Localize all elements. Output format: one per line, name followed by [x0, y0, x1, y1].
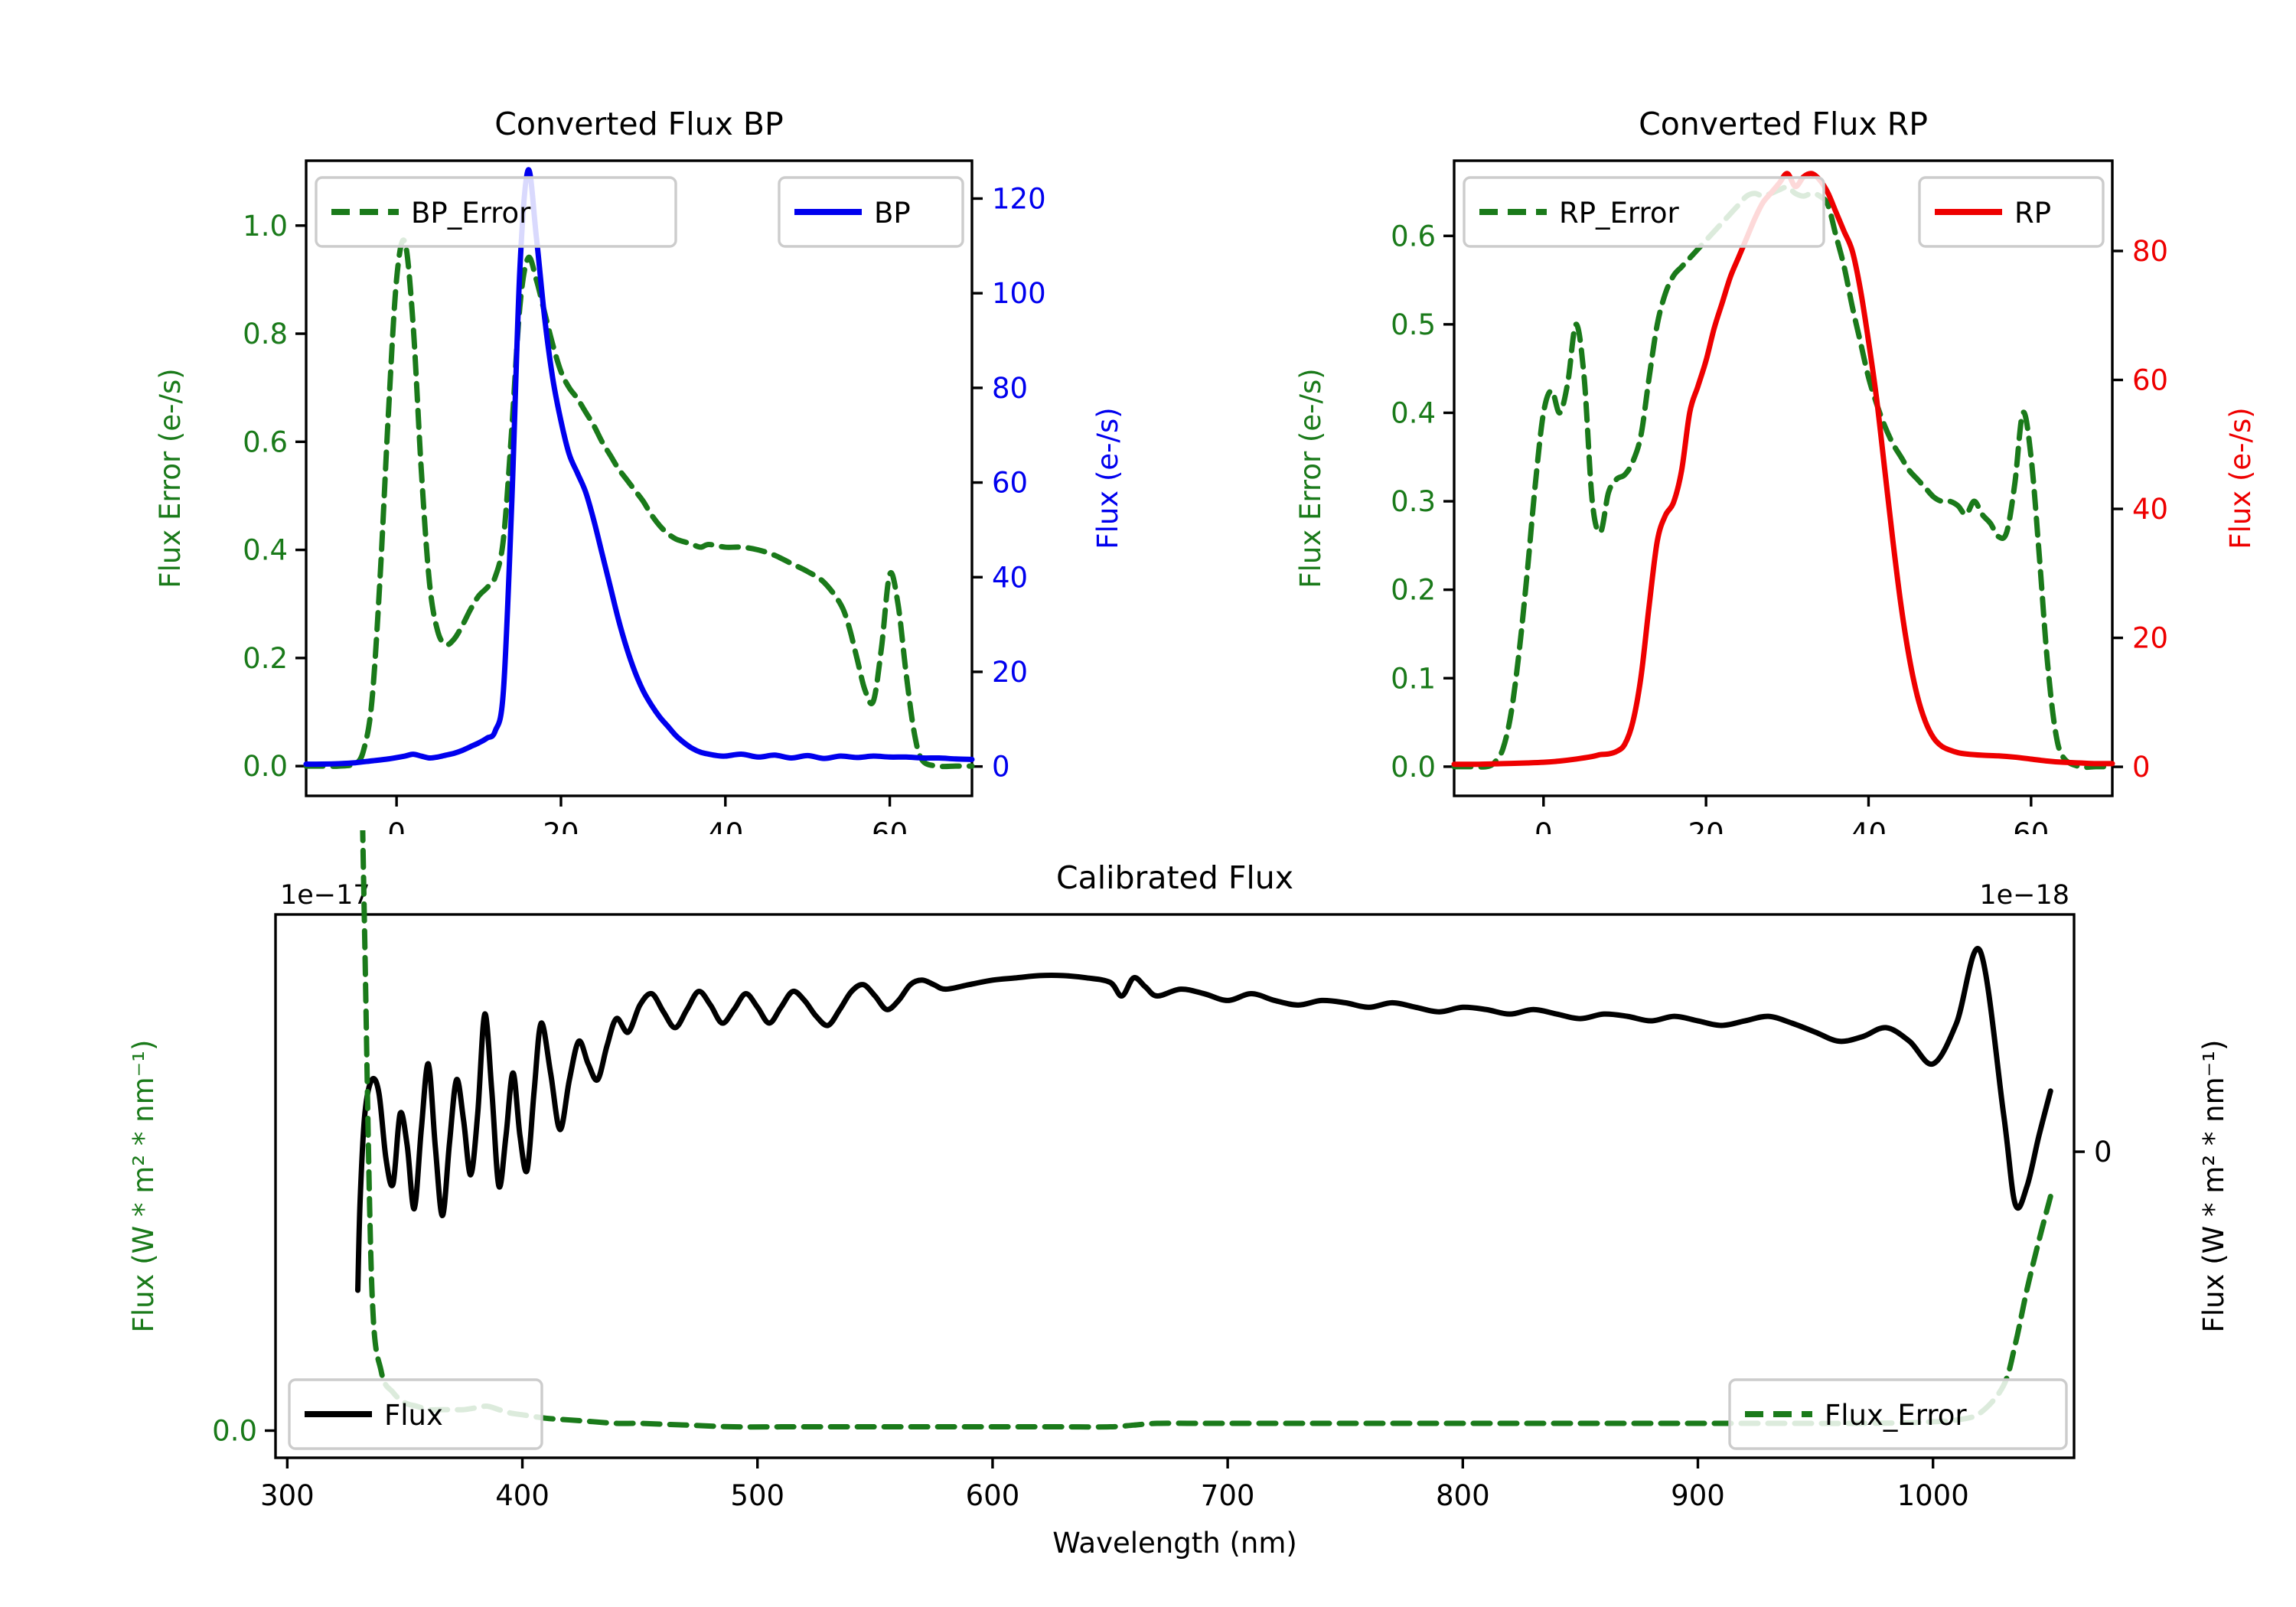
x-tick-label: 300	[260, 1479, 315, 1512]
y-left-offset-text: 1e−17	[280, 880, 370, 911]
y-right-tick-label: 40	[2132, 493, 2168, 526]
y-right-tick-label: 80	[992, 372, 1028, 405]
panel-title: Converted Flux RP	[1639, 106, 1928, 142]
plot-frame	[305, 159, 974, 797]
y-left-tick-label: 0.2	[1391, 574, 1436, 607]
x-tick-label: 900	[1671, 1479, 1725, 1512]
y-left-tick-label: 1.0	[243, 210, 288, 243]
y-left-tick-label: 0.3	[1391, 485, 1436, 518]
plot-frame	[1453, 159, 2114, 797]
panel-converted-flux-rp: Converted Flux RP0204060Pseudo-wavelengt…	[1148, 61, 2296, 834]
x-tick-label: 500	[730, 1479, 784, 1512]
legend-box	[1463, 176, 1825, 248]
panel-calibrated-flux: Calibrated Flux 300 400 500 600 700 800 900 1000…	[0, 830, 2296, 1607]
y-left-tick-label: 0.0	[1391, 751, 1436, 784]
series-rp	[1451, 171, 2115, 768]
y-axis-left-label: Flux Error (e-/s)	[1294, 368, 1327, 588]
y-axis-right-label: Flux (e-/s)	[1091, 407, 1124, 549]
y-right-tick-label: 80	[2132, 235, 2168, 268]
y-left-tick-label: 0.4	[1391, 396, 1436, 429]
legend-bp-error: BP_Error	[315, 176, 677, 248]
panel-title: Calibrated Flux	[1056, 859, 1293, 896]
x-tick-label: 0	[387, 817, 406, 834]
x-tick-label: 600	[966, 1479, 1020, 1512]
legend-box	[1918, 176, 2105, 248]
x-tick-label: 60	[872, 817, 908, 834]
x-axis-label: Wavelength (nm)	[1052, 1527, 1297, 1560]
y-left-tick-label: 0.8	[243, 318, 288, 350]
y-left-tick-label: 0.6	[243, 425, 288, 458]
y-axis-right-label: Flux (W * m² * nm⁻¹)	[2197, 1040, 2230, 1333]
series-bp_error	[303, 237, 975, 770]
y-right-tick-label: 0	[2094, 1136, 2112, 1169]
x-tick-label: 800	[1436, 1479, 1490, 1512]
legend-box	[1728, 1378, 2068, 1450]
y-left-tick-label: 0.5	[1391, 308, 1436, 341]
x-tick-label: 400	[495, 1479, 550, 1512]
legend-label: Flux	[384, 1399, 443, 1432]
y-right-tick-label: 40	[992, 561, 1028, 594]
series-rp_error	[1451, 184, 2115, 771]
y-axis-left-label: Flux Error (e-/s)	[154, 368, 187, 588]
y-right-tick-label: 120	[992, 182, 1046, 215]
y-left-tick-label: 0.4	[243, 534, 288, 567]
legend-box	[778, 176, 964, 248]
legend-bp: BP	[778, 176, 964, 248]
legend-box	[288, 1378, 543, 1450]
series-flux_error	[360, 830, 2053, 1430]
x-tick-label: 40	[1851, 817, 1887, 834]
plot-frame	[274, 913, 2076, 1459]
legend-label: RP	[2014, 197, 2051, 230]
x-tick-label: 0	[1534, 817, 1553, 834]
y-right-tick-label: 100	[992, 277, 1046, 310]
y-right-offset-text: 1e−18	[1979, 880, 2069, 911]
legend-rp-error: RP_Error	[1463, 176, 1825, 248]
y-axis-right-label: Flux (e-/s)	[2224, 407, 2257, 549]
legend-rp: RP	[1918, 176, 2105, 248]
legend-label: BP	[874, 197, 911, 230]
panel-converted-flux-bp: Converted Flux BP0204060Pseudo-wavelengt…	[0, 61, 1148, 834]
y-axis-left-label: Flux (W * m² * nm⁻¹)	[127, 1040, 160, 1333]
y-left-tick-label: 0.0	[243, 750, 288, 783]
legend-flux-error: Flux_Error	[1728, 1378, 2068, 1450]
y-right-tick-label: 20	[992, 656, 1028, 689]
series-flux	[355, 946, 2053, 1293]
legend-box	[315, 176, 677, 248]
x-tick-label: 60	[2013, 817, 2049, 834]
x-tick-label: 1000	[1897, 1479, 1969, 1512]
x-tick-label: 700	[1201, 1479, 1255, 1512]
y-right-tick-label: 60	[2132, 363, 2168, 396]
y-right-tick-label: 20	[2132, 622, 2168, 655]
panel-title: Converted Flux BP	[494, 106, 784, 142]
y-left-tick-label: 0.1	[1391, 662, 1436, 695]
x-tick-label: 20	[543, 817, 579, 834]
legend-label: Flux_Error	[1825, 1399, 1967, 1432]
y-left-tick-label: 0.2	[243, 642, 288, 675]
x-tick-label: 40	[707, 817, 743, 834]
legend-label: RP_Error	[1559, 197, 1679, 230]
y-right-tick-label: 60	[992, 467, 1028, 500]
y-left-tick-label: 0.6	[1391, 220, 1436, 253]
legend-flux: Flux	[288, 1378, 543, 1450]
legend-label: BP_Error	[411, 197, 531, 230]
series-bp	[303, 167, 975, 768]
x-tick-label: 20	[1688, 817, 1724, 834]
y-right-tick-label: 0	[2132, 751, 2151, 784]
y-right-tick-label: 0	[992, 751, 1010, 784]
y-left-tick-label: 0.0	[212, 1415, 257, 1448]
